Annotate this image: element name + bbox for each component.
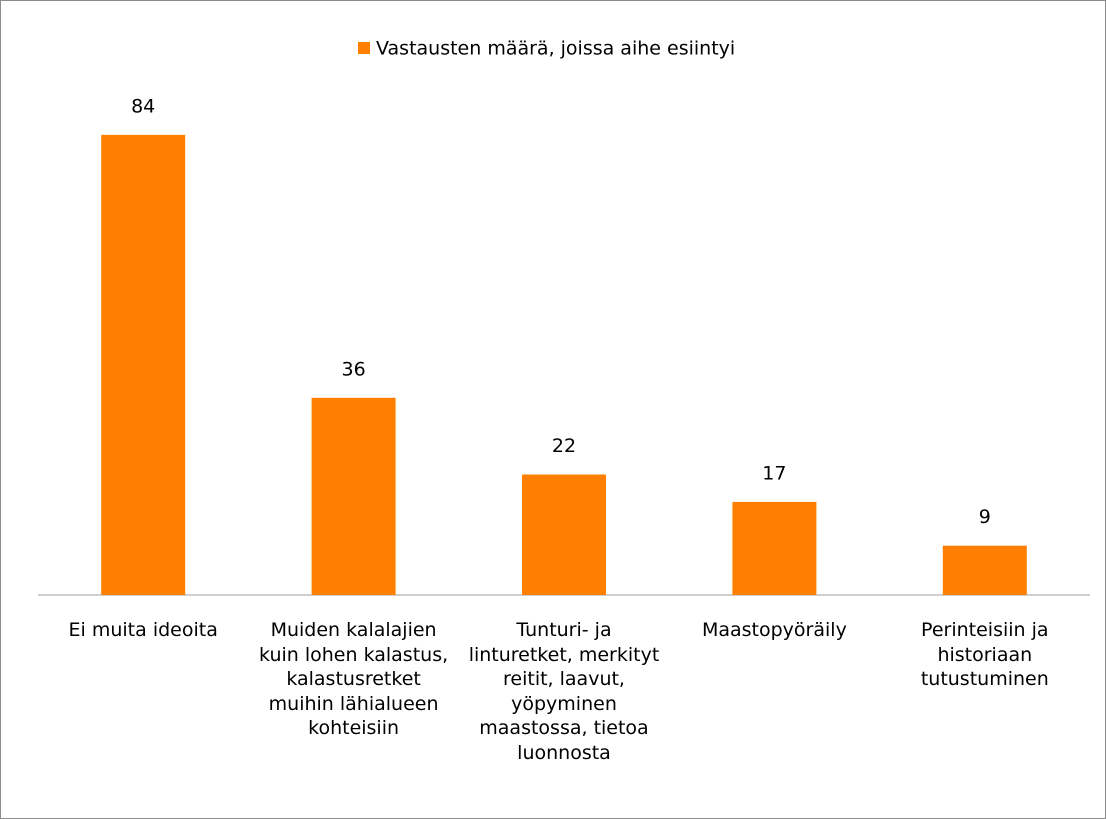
legend-label: Vastausten määrä, joissa aihe esiintyi: [376, 38, 735, 60]
legend-swatch: [358, 42, 370, 54]
value-label: 36: [342, 358, 366, 380]
bar: [311, 397, 396, 595]
x-tick-label: Muiden kalalajien kuin lohen kalastus, k…: [259, 619, 449, 739]
x-tick-label: Ei muita ideoita: [68, 619, 218, 641]
value-label: 84: [131, 95, 155, 117]
x-tick-label: Perinteisiin ja historiaan tutustuminen: [920, 619, 1049, 690]
bar: [732, 501, 817, 595]
x-tick-label: Tunturi- ja linturetket, merkityt reitit…: [468, 619, 660, 764]
bar: [942, 545, 1027, 595]
value-label: 9: [979, 506, 991, 528]
value-label: 22: [552, 435, 576, 457]
value-label: 17: [762, 462, 786, 484]
x-tick-label: Maastopyöräily: [701, 619, 847, 641]
bar: [101, 134, 186, 595]
bar: [522, 474, 606, 595]
